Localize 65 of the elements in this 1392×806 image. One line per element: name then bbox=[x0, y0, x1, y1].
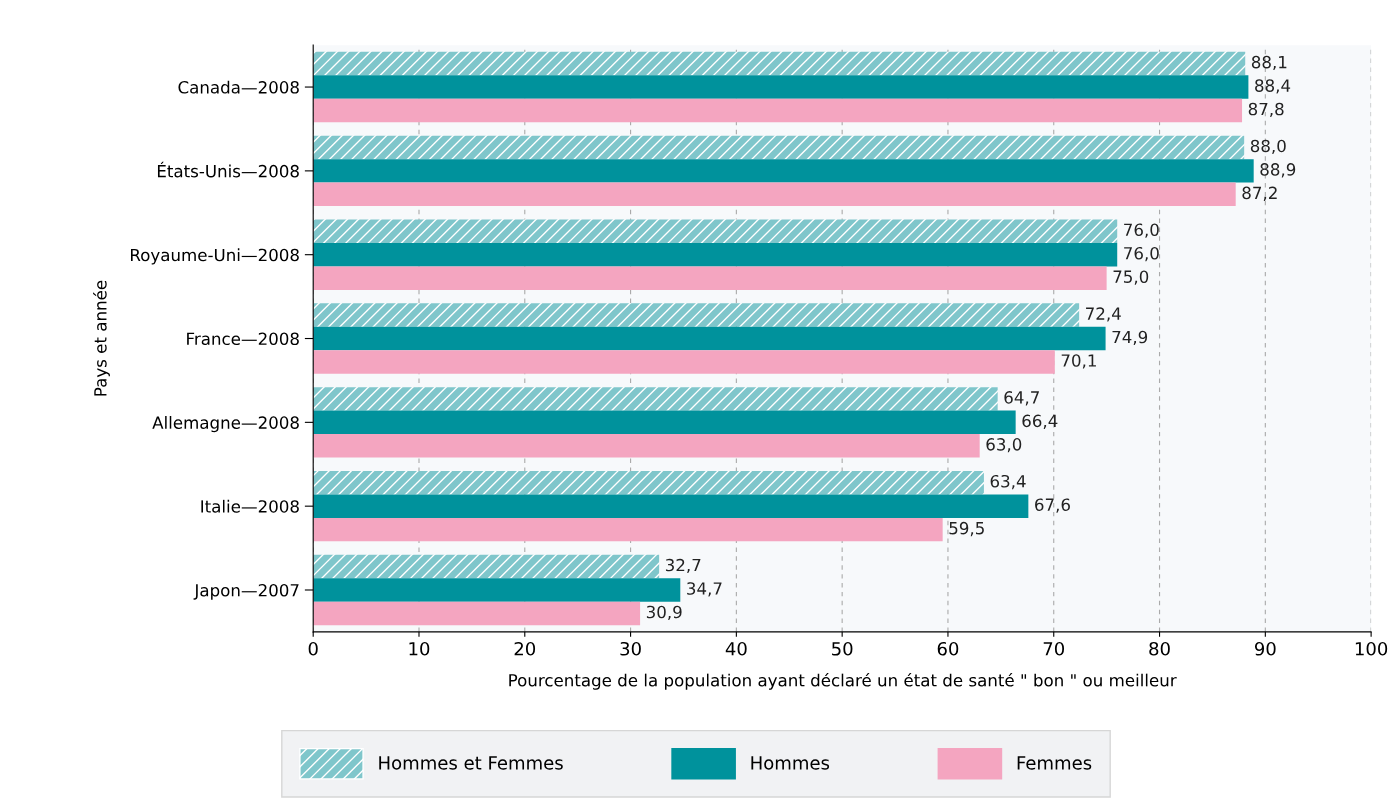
bar bbox=[313, 51, 1246, 76]
data-label: 34,7 bbox=[687, 582, 722, 597]
data-label: 32,7 bbox=[665, 558, 701, 574]
x-tick-label: 30 bbox=[620, 641, 641, 656]
bar bbox=[313, 303, 1080, 327]
x-tick-label: 80 bbox=[1149, 641, 1170, 656]
y-tick-label: Royaume-Uni—2008 bbox=[131, 248, 299, 265]
data-label: 59,5 bbox=[949, 521, 984, 537]
x-tick-label: 60 bbox=[937, 641, 959, 656]
legend-label: Hommes et Femmes bbox=[379, 756, 563, 770]
bar bbox=[313, 98, 1243, 123]
bar bbox=[313, 517, 943, 542]
x-axis-title: Pourcentage de la population ayant déclaré un état de santé " bon " ou meilleur bbox=[509, 672, 1177, 690]
x-tick-label: 70 bbox=[1043, 641, 1065, 656]
bar bbox=[313, 601, 641, 626]
y-tick-label: Canada—2008 bbox=[178, 80, 299, 94]
legend-label: Hommes bbox=[751, 756, 830, 770]
bar bbox=[313, 494, 1029, 518]
bar bbox=[313, 219, 1118, 243]
x-tick-label: 20 bbox=[514, 641, 536, 656]
bar bbox=[313, 159, 1254, 183]
bar bbox=[313, 470, 984, 495]
y-tick-label: États-Unis—2008 bbox=[157, 161, 299, 178]
x-tick-label: 10 bbox=[409, 641, 430, 656]
bar bbox=[313, 387, 998, 411]
bar bbox=[313, 242, 1118, 267]
data-label: 74,9 bbox=[1112, 330, 1148, 346]
data-label: 63,0 bbox=[986, 438, 1022, 453]
bar bbox=[313, 410, 1016, 435]
bar bbox=[313, 266, 1107, 290]
data-label: 70,1 bbox=[1061, 354, 1096, 369]
bar bbox=[313, 554, 660, 579]
y-axis-title: Pays et année bbox=[93, 280, 110, 396]
data-label: 64,7 bbox=[1004, 391, 1039, 406]
bar bbox=[313, 578, 681, 602]
data-label: 76,0 bbox=[1124, 223, 1159, 238]
bar bbox=[313, 75, 1249, 99]
y-tick-label: Allemagne—2008 bbox=[152, 416, 299, 433]
x-tick-label: 40 bbox=[725, 641, 747, 656]
legend-label: Femmes bbox=[1017, 756, 1092, 770]
x-tick-label: 100 bbox=[1355, 641, 1388, 656]
y-tick-label: Japon—2007 bbox=[193, 583, 299, 600]
data-label: 30,9 bbox=[646, 605, 682, 620]
data-label: 72,4 bbox=[1086, 307, 1121, 322]
bar bbox=[313, 350, 1055, 374]
bar bbox=[313, 326, 1106, 351]
data-label: 75,0 bbox=[1113, 270, 1149, 285]
bar bbox=[313, 434, 980, 458]
data-label: 87,8 bbox=[1248, 102, 1284, 118]
x-tick-label: 0 bbox=[308, 641, 318, 656]
data-label: 76,0 bbox=[1124, 246, 1159, 262]
data-label: 63,4 bbox=[990, 474, 1026, 490]
y-tick-label: France—2008 bbox=[187, 332, 299, 346]
data-label: 88,0 bbox=[1250, 139, 1286, 154]
data-label: 88,4 bbox=[1255, 79, 1291, 94]
x-tick-label: 90 bbox=[1254, 641, 1276, 656]
bar bbox=[313, 182, 1236, 207]
y-tick-label: Italie—2008 bbox=[201, 499, 299, 513]
data-label: 88,1 bbox=[1251, 55, 1287, 71]
data-label: 66,4 bbox=[1022, 414, 1058, 429]
data-label: 88,9 bbox=[1260, 163, 1296, 178]
data-label: 67,6 bbox=[1035, 498, 1070, 513]
bar bbox=[313, 135, 1245, 160]
x-tick-label: 50 bbox=[832, 641, 853, 656]
data-label: 87,2 bbox=[1242, 186, 1277, 201]
